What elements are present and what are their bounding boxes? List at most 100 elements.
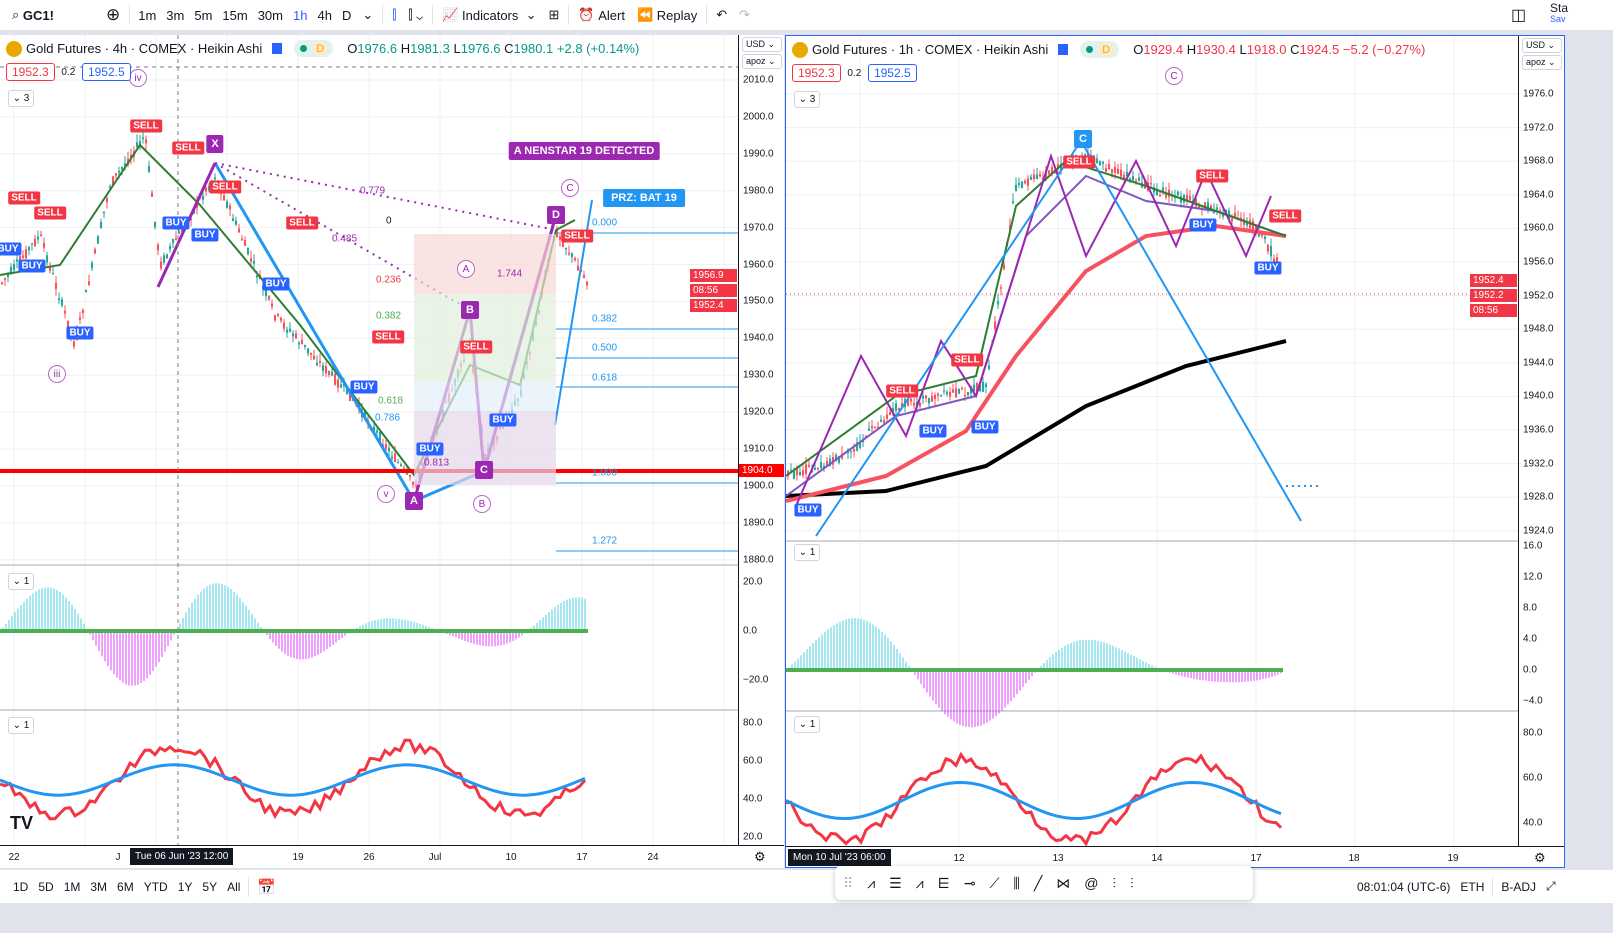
buy-price[interactable]: 1952.5 (867, 64, 917, 82)
candle-body (972, 384, 976, 392)
candle-body (168, 246, 172, 250)
xabcd-pattern-icon[interactable]: ⋈ (1056, 874, 1071, 891)
line-icon[interactable]: ╱ (1033, 874, 1043, 891)
candle-body (273, 315, 277, 321)
collapse-button[interactable]: ⌄ 1 (8, 717, 34, 734)
pattern-point-C: C (1074, 130, 1092, 148)
parallel-channel-icon[interactable]: ⫶ (1112, 874, 1117, 891)
range-5Y[interactable]: 5Y (202, 879, 218, 894)
candle-body (999, 287, 1003, 289)
interval-4h[interactable]: 4h (317, 7, 332, 23)
candle-body (114, 173, 118, 176)
flag-icon[interactable] (1058, 44, 1069, 55)
scale-select[interactable]: apoz ⌄ (1522, 55, 1562, 70)
templates-icon[interactable]: ⊞ (548, 7, 560, 22)
compare-button[interactable]: ⊕ (105, 5, 121, 24)
candle-body (303, 344, 307, 347)
interval-dropdown[interactable]: ⌄ (362, 7, 374, 22)
bar-type-icon[interactable]: ⫿ (392, 7, 397, 22)
price-tick: 1950.0 (743, 295, 774, 307)
pattern-point-X: X (206, 135, 224, 153)
price-tick: 1910.0 (743, 443, 774, 455)
currency-select[interactable]: USD ⌄ (1522, 38, 1562, 53)
range-All[interactable]: All (227, 879, 241, 894)
range-1M[interactable]: 1M (63, 879, 81, 894)
fib-fan-icon[interactable]: ⋿ (937, 874, 950, 891)
bid-ask[interactable]: 1952.3 0.2 1952.5 (6, 63, 131, 81)
fullscreen-icon[interactable]: ⤢ (1546, 879, 1556, 893)
sell-price[interactable]: 1952.3 (792, 64, 841, 82)
candle-body (408, 475, 412, 477)
scale-select[interactable]: apoz ⌄ (742, 54, 782, 69)
buy-price[interactable]: 1952.5 (81, 63, 131, 81)
market-status[interactable]: D (1080, 41, 1120, 58)
interval-15m[interactable]: 15m (222, 7, 248, 23)
interval-30m[interactable]: 30m (257, 7, 283, 23)
time-tick: 10 (505, 852, 517, 863)
time-axis[interactable]: 12 13 14 17 18 19 Mon 10 Jul '23 06:00 ⚙ (786, 846, 1564, 867)
range-1D[interactable]: 1D (13, 879, 29, 894)
clock[interactable]: 08:01:04 (UTC-6) (1357, 879, 1451, 894)
price-tick: 2000.0 (743, 111, 774, 123)
elliott-wave-icon[interactable]: ⩘ (867, 874, 876, 891)
settings-icon[interactable]: ⚙ (1534, 850, 1546, 865)
layout-icon[interactable]: ◫ (1511, 7, 1527, 24)
drag-handle-icon[interactable]: ⠿ (843, 874, 854, 891)
interval-1m[interactable]: 1m (138, 7, 157, 23)
indicators-button[interactable]: 📈 Indicators ⌄ (442, 7, 537, 23)
interval-5m[interactable]: 5m (194, 7, 213, 23)
collapse-button[interactable]: ⌄ 1 (794, 716, 820, 733)
abcd-pattern-icon[interactable]: ⩘ (915, 874, 924, 891)
fib-ratio-label: 0.779 (360, 185, 386, 197)
settings-icon[interactable]: ⚙ (754, 849, 766, 864)
market-status[interactable]: D (294, 40, 334, 57)
collapse-button[interactable]: ⌄ 3 (794, 91, 820, 108)
candle-body (1023, 180, 1027, 184)
horizontal-ray-icon[interactable]: ⊸ (963, 874, 976, 891)
collapse-button[interactable]: ⌄ 3 (8, 90, 34, 107)
price-axis[interactable]: USD ⌄ apoz ⌄ 1976.0 1972.0 1968.0 1964.0 196… (1518, 36, 1564, 846)
spiral-icon[interactable]: @ (1084, 875, 1099, 891)
candle-body (1122, 174, 1126, 179)
symbol-search[interactable]: ⌕ GC1! (12, 7, 54, 23)
bottom-toolbar: 1D 5D 1M 3M 6M YTD 1Y 5Y All 📅 08:01:04 (UTC-6) E… (0, 870, 1613, 903)
session-toggle[interactable]: ETH (1460, 879, 1485, 894)
candle-body (873, 426, 877, 429)
undo-button[interactable]: ↶ (716, 7, 728, 22)
candle-body (102, 211, 106, 214)
alert-button[interactable]: ⏰ Alert (578, 7, 625, 23)
range-3M[interactable]: 3M (90, 879, 108, 894)
time-axis[interactable]: 22 J 19 26 Jul 10 17 24 Tue 06 Jun '23 12:00 ⚙ (0, 845, 784, 868)
flag-icon[interactable] (272, 43, 283, 54)
interval-3m[interactable]: 3m (166, 7, 185, 23)
goto-date-icon[interactable]: 📅 (257, 878, 277, 896)
interval-1h[interactable]: 1h (293, 7, 308, 23)
regression-icon[interactable]: ⫶ (1130, 874, 1134, 891)
layout-name[interactable]: Sta Sav (1550, 1, 1569, 24)
chart-pane-1h[interactable]: Gold Futures · 1h · COMEX · Heikin Ashi … (785, 35, 1565, 868)
replay-button[interactable]: ⏪ Replay (636, 7, 698, 23)
candle-style-icon[interactable]: ⫿ ⌄ (408, 7, 424, 22)
currency-select[interactable]: USD ⌄ (742, 37, 782, 52)
range-6M[interactable]: 6M (117, 879, 134, 894)
time-tick: 19 (292, 852, 304, 863)
collapse-button[interactable]: ⌄ 1 (8, 573, 34, 590)
redo-button[interactable]: ↷ (739, 7, 751, 22)
fib-zone (414, 234, 556, 294)
chart-pane-4h[interactable]: Gold Futures · 4h · COMEX · Heikin Ashi … (0, 35, 784, 868)
collapse-button[interactable]: ⌄ 1 (794, 544, 820, 561)
trend-line-icon[interactable]: ⟋ (989, 874, 1000, 891)
range-YTD[interactable]: YTD (143, 879, 168, 894)
price-tick: 1970.0 (743, 222, 774, 234)
fib-retracement-icon[interactable]: ☰ (889, 874, 902, 891)
adjustment-toggle[interactable]: B-ADJ (1501, 879, 1537, 894)
range-1Y[interactable]: 1Y (177, 879, 193, 894)
bid-ask[interactable]: 1952.3 0.2 1952.5 (792, 64, 917, 82)
price-axis[interactable]: USD ⌄ apoz ⌄ 2010.0 2000.0 1990.0 1980.0 197… (738, 35, 784, 845)
osc1-tick: −4.0 (1523, 695, 1543, 707)
vertical-lines-icon[interactable]: ⫼ (1013, 874, 1020, 891)
candle-body (954, 388, 958, 398)
range-5D[interactable]: 5D (38, 879, 54, 894)
interval-D[interactable]: D (341, 7, 352, 23)
sell-price[interactable]: 1952.3 (6, 63, 55, 81)
